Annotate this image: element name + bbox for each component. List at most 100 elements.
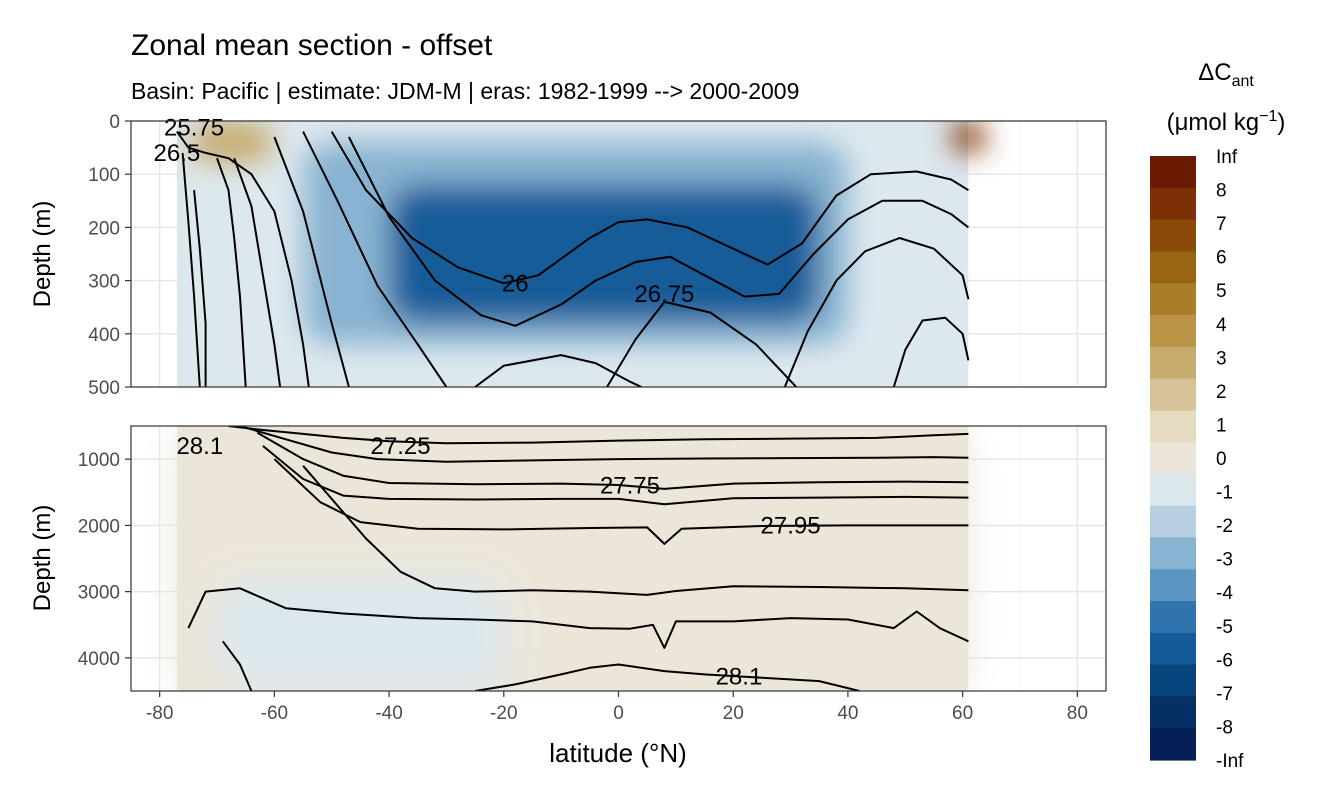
- y-tick-label: 1000: [78, 450, 120, 471]
- contour-line-26: [330, 131, 969, 285]
- colorbar-title-sub: ant: [1232, 73, 1255, 90]
- y-axis-lower: 1000 2000 3000 4000: [78, 450, 131, 670]
- y-axis-label-upper: Depth (m): [29, 201, 56, 308]
- y-tick-label: 100: [88, 165, 120, 186]
- colorbar-swatch: [1150, 156, 1196, 189]
- contour-line-28.05: [302, 465, 969, 596]
- x-tick-label: 40: [837, 703, 858, 724]
- contours-upper: [176, 131, 970, 387]
- colorbar-swatch: [1150, 314, 1196, 348]
- colorbar-swatch: [1150, 696, 1196, 729]
- contour-labels-upper: 26 26.75 26.525.75: [154, 114, 695, 308]
- chart-title: Zonal mean section - offset: [131, 29, 493, 62]
- contour-line-ant4: [181, 152, 201, 387]
- contour-line-27.85: [262, 445, 969, 506]
- colorbar-swatch: [1150, 505, 1196, 539]
- panel-upper-border: [130, 120, 1107, 388]
- colorbar-swatch: [1150, 537, 1196, 570]
- contour-label: 28.1: [176, 433, 223, 460]
- data-fill-region: [389, 184, 820, 324]
- contour-label: 28.1: [716, 663, 763, 690]
- x-axis-label: latitude (°N): [549, 738, 687, 768]
- colorbar-label: -4: [1216, 583, 1233, 604]
- colorbar-label: 5: [1216, 281, 1227, 302]
- contour-label: 26.5: [154, 140, 201, 167]
- colorbar-swatch: [1150, 632, 1196, 666]
- contour-line-28.15: [221, 640, 253, 691]
- x-tick-label: 60: [952, 703, 973, 724]
- contour-label: 26: [502, 270, 529, 297]
- x-tick-label: -40: [375, 703, 402, 724]
- colorbar-label: 3: [1216, 348, 1227, 369]
- contour-line-26.25: [348, 136, 970, 327]
- colorbar-swatch: [1150, 346, 1196, 380]
- colorbar-swatch: [1150, 187, 1196, 221]
- contour-line-26.5b: [783, 237, 970, 387]
- colorbar-label: 6: [1216, 248, 1227, 269]
- colorbar-title: ΔCant: [1198, 59, 1254, 90]
- colorbar-swatch: [1150, 728, 1196, 761]
- colorbar-label: -5: [1216, 617, 1233, 638]
- y-tick-label: 2000: [78, 516, 120, 537]
- x-tick-label: -60: [261, 703, 288, 724]
- contour-label: 27.95: [761, 512, 821, 539]
- colorbar-legend: ΔCant (μmol kg−1) Inf 8 7 6 5 4 3 2 1 0 -1 -2 -3 -4 -5…: [1150, 59, 1285, 772]
- y-tick-label: 0: [109, 112, 120, 133]
- chart-subtitle: Basin: Pacific | estimate: JDM-M | eras:…: [131, 78, 799, 104]
- contour-line-28.1: [187, 587, 969, 649]
- contour-line-27.5: [239, 426, 969, 463]
- contour-label: 27.75: [600, 473, 660, 500]
- data-fill-regions: [188, 121, 986, 345]
- y-tick-label: 4000: [78, 649, 120, 670]
- colorbar-labels: Inf 8 7 6 5 4 3 2 1 0 -1 -2 -3 -4 -5 -6 -7 -8 -Inf: [1216, 147, 1244, 772]
- colorbar-swatch: [1150, 219, 1196, 252]
- contour-line-26.5: [302, 131, 448, 387]
- contour-line-ant2: [233, 157, 282, 387]
- contour-line-ant1: [216, 157, 247, 387]
- contour-line-nor1: [892, 316, 970, 387]
- colorbar-label: -8: [1216, 717, 1233, 738]
- contour-label: 25.75: [164, 114, 224, 141]
- data-fill-region: [951, 121, 986, 153]
- contour-line-ant5: [176, 131, 310, 387]
- colorbar-units: (μmol kg−1): [1167, 108, 1286, 136]
- colorbar-swatch: [1150, 442, 1196, 475]
- colorbar-swatch: [1150, 410, 1196, 443]
- colorbar-label: -3: [1216, 550, 1233, 571]
- colorbar-swatch: [1150, 601, 1196, 634]
- y-tick-label: 300: [88, 272, 120, 293]
- y-tick-label: 200: [88, 218, 120, 239]
- fill-lower: [176, 426, 969, 691]
- colorbar-swatch: [1150, 569, 1196, 602]
- x-tick-label: 20: [723, 703, 744, 724]
- colorbar-swatch: [1150, 378, 1196, 411]
- colorbar-units-sup: −1: [1259, 108, 1277, 125]
- colorbar-label: 8: [1216, 181, 1227, 202]
- colorbar-units-prefix: (μmol kg: [1167, 109, 1260, 136]
- contour-label: 27.25: [371, 433, 431, 460]
- y-axis-upper: 0 100 200 300 400 500: [88, 112, 131, 399]
- colorbar-units-suffix: ): [1277, 109, 1285, 136]
- contour-label: 26.75: [634, 281, 694, 308]
- contour-line-26.75b: [606, 300, 798, 387]
- colorbar-label: -2: [1216, 516, 1233, 537]
- colorbar-label: -1: [1216, 483, 1233, 504]
- contour-line-28.15b: [474, 663, 860, 691]
- y-tick-label: 400: [88, 325, 120, 346]
- colorbar-title-main: ΔC: [1198, 59, 1231, 86]
- colorbar-label: 0: [1216, 449, 1227, 470]
- x-axis: -80 -60 -40 -20 0 20 40 60 80: [146, 691, 1088, 724]
- x-tick-label: -80: [146, 703, 173, 724]
- contour-line-27.95: [273, 458, 969, 545]
- fill-upper: [176, 121, 986, 387]
- colorbar-label: -Inf: [1216, 751, 1244, 772]
- contours-lower: [187, 426, 969, 691]
- colorbar-swatch: [1150, 664, 1196, 698]
- panel-upper: 26 26.75 26.525.75 0 100 200 300 400 500 Depth …: [29, 112, 1107, 399]
- colorbar-label: -6: [1216, 650, 1233, 671]
- colorbar-swatch: [1150, 251, 1196, 284]
- contour-line-27.75: [256, 431, 969, 490]
- contour-line-27: [474, 354, 642, 387]
